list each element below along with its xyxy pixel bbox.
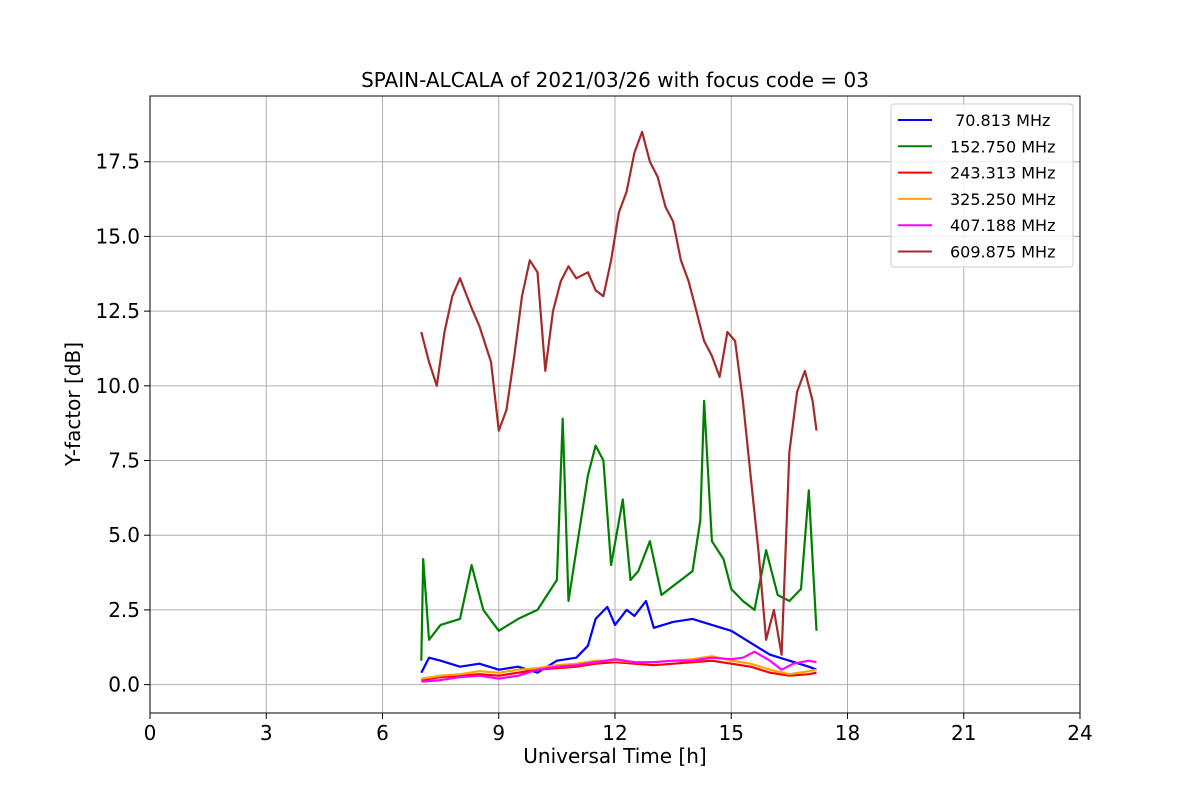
legend-label-3: 325.250 MHz [950,190,1055,209]
x-tick-label: 21 [951,721,976,745]
y-tick-label: 12.5 [95,299,140,323]
y-tick-label: 10.0 [95,374,140,398]
series-line-5 [420,130,818,656]
x-axis-label: Universal Time [h] [523,744,706,768]
series-line-4 [421,650,817,683]
y-tick-label: 2.5 [108,598,140,622]
legend-label-0: 70.813 MHz [950,111,1050,130]
y-tick-label: 15.0 [95,224,140,248]
x-axis: 0 3 6 9 12 15 18 21 24 [144,713,1093,745]
series-layer [420,130,818,683]
x-tick-label: 15 [719,721,744,745]
legend-label-1: 152.750 MHz [950,137,1055,156]
y-tick-label: 7.5 [108,449,140,473]
series-line-0 [420,599,817,674]
y-tick-label: 5.0 [108,523,140,547]
x-tick-label: 12 [602,721,627,745]
legend-box [890,103,1074,268]
x-tick-label: 0 [144,721,157,745]
x-tick-label: 6 [376,721,389,745]
legend: 70.813 MHz 152.750 MHz 243.313 MHz 325.250 … [890,103,1074,268]
legend-label-4: 407.188 MHz [950,216,1055,235]
y-tick-label: 0.0 [108,673,140,697]
x-tick-label: 18 [835,721,860,745]
y-tick-label: 17.5 [95,150,140,174]
x-tick-label: 24 [1067,721,1092,745]
y-axis: 0.0 2.5 5.0 7.5 10.0 12.5 15.0 17.5 [95,150,150,697]
x-tick-label: 9 [492,721,505,745]
chart-title: SPAIN-ALCALA of 2021/03/26 with focus co… [361,68,869,92]
series-line-2 [421,659,817,682]
legend-label-2: 243.313 MHz [950,164,1055,183]
x-tick-label: 3 [260,721,273,745]
series-line-1 [420,399,818,661]
y-axis-label: Y-factor [dB] [61,342,85,467]
legend-label-5: 609.875 MHz [950,243,1055,262]
